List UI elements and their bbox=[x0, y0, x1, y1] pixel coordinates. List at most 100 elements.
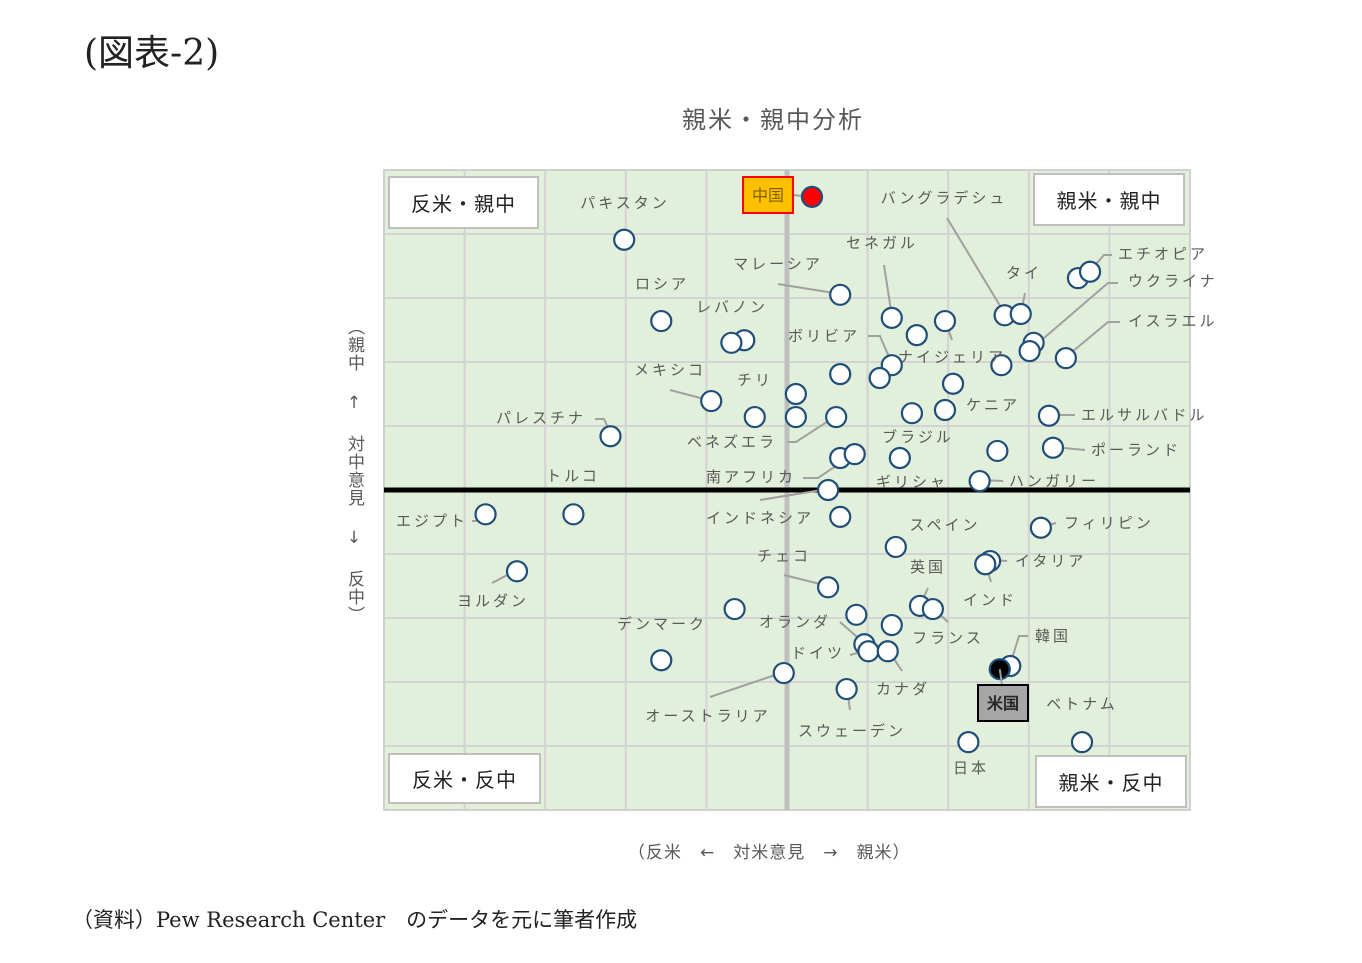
point-label: エルサルバドル bbox=[1081, 406, 1207, 424]
data-point bbox=[613, 228, 636, 251]
data-point bbox=[817, 576, 840, 599]
data-point bbox=[784, 405, 807, 429]
point-label: スペイン bbox=[910, 516, 981, 534]
point-label: エチオピア bbox=[1118, 245, 1208, 263]
point-label: インド bbox=[963, 591, 1017, 609]
point-label: 日本 bbox=[953, 759, 989, 777]
leader-line bbox=[1065, 321, 1120, 358]
data-point bbox=[933, 309, 957, 333]
data-point bbox=[884, 535, 907, 559]
point-label-usa: 米国 bbox=[987, 694, 1019, 713]
point-label: メキシコ bbox=[634, 361, 706, 379]
point-label-china: 中国 bbox=[752, 186, 784, 205]
data-point bbox=[974, 553, 997, 576]
point-label: トルコ bbox=[546, 467, 600, 485]
leader-line bbox=[759, 488, 829, 501]
data-point bbox=[474, 503, 497, 526]
point-label: イスラエル bbox=[1128, 312, 1218, 330]
data-point bbox=[986, 439, 1009, 463]
point-label: ブラジル bbox=[882, 428, 954, 446]
data-point bbox=[505, 560, 529, 583]
data-point bbox=[700, 389, 723, 413]
chart-title: 親米・親中分析 bbox=[682, 106, 864, 134]
leader-line bbox=[1029, 282, 1118, 351]
point-label: カナダ bbox=[876, 680, 930, 698]
data-point bbox=[1018, 340, 1041, 363]
y-axis-label: （親中 ↑ 対中意見 ↓ 反中） bbox=[344, 318, 364, 624]
data-point bbox=[843, 443, 866, 466]
data-point bbox=[817, 478, 840, 502]
data-point bbox=[800, 185, 824, 208]
usa-label-box bbox=[977, 684, 1029, 722]
data-point bbox=[921, 597, 944, 621]
china-label-box bbox=[742, 176, 794, 214]
quadrant-label-bottom-left: 反米・反中 bbox=[388, 753, 541, 804]
leader-line bbox=[788, 415, 837, 443]
point-label: セネガル bbox=[846, 234, 918, 252]
data-point bbox=[933, 398, 957, 422]
point-label: ヨルダン bbox=[457, 592, 529, 610]
data-point bbox=[888, 446, 911, 470]
point-label: ベトナム bbox=[1046, 695, 1118, 713]
data-point bbox=[968, 469, 991, 493]
figure-label: (図表-2) bbox=[84, 33, 220, 74]
point-label: ケニア bbox=[966, 396, 1020, 414]
data-point bbox=[784, 382, 807, 406]
data-point bbox=[743, 405, 766, 429]
data-point bbox=[1054, 347, 1077, 370]
data-point bbox=[876, 640, 899, 663]
data-point bbox=[905, 324, 928, 347]
point-label: 英国 bbox=[910, 558, 946, 576]
point-label: エジプト bbox=[396, 512, 468, 530]
data-point bbox=[1041, 436, 1065, 459]
data-point bbox=[868, 366, 891, 390]
data-point bbox=[1078, 260, 1102, 283]
point-label: スウェーデン bbox=[798, 722, 906, 740]
data-point bbox=[1029, 516, 1052, 539]
data-point bbox=[650, 649, 673, 672]
data-point bbox=[880, 613, 903, 637]
leader-line bbox=[998, 669, 1003, 686]
point-label: フィリピン bbox=[1064, 514, 1154, 532]
data-point bbox=[720, 331, 743, 354]
leader-line bbox=[946, 217, 1006, 315]
point-label: タイ bbox=[1006, 264, 1042, 282]
point-label: イタリア bbox=[1015, 552, 1086, 570]
point-label: ハンガリー bbox=[1009, 472, 1099, 490]
quadrant-label-top-left: 反米・親中 bbox=[388, 176, 539, 229]
data-point bbox=[857, 640, 880, 663]
source-note: （資料）Pew Research Center のデータを元に筆者作成 bbox=[72, 908, 638, 932]
data-point bbox=[1037, 404, 1061, 427]
point-label: マレーシア bbox=[733, 255, 823, 273]
point-label: バングラデシュ bbox=[881, 189, 1008, 207]
quadrant-label-top-right: 親米・親中 bbox=[1033, 173, 1185, 226]
point-label: ギリシャ bbox=[876, 473, 948, 491]
point-label: 韓国 bbox=[1035, 627, 1071, 645]
point-label: デンマーク bbox=[617, 615, 707, 633]
x-axis-label: （反米 ← 対米意見 → 親米） bbox=[628, 843, 911, 863]
data-point bbox=[835, 677, 858, 701]
point-label: ウクライナ bbox=[1128, 272, 1218, 290]
point-label: 南アフリカ bbox=[706, 468, 796, 486]
data-point bbox=[825, 405, 848, 429]
point-label: オーストラリア bbox=[645, 707, 770, 725]
data-point bbox=[562, 503, 585, 526]
point-label: フランス bbox=[912, 629, 984, 647]
data-point bbox=[880, 306, 903, 329]
data-point bbox=[941, 372, 965, 395]
data-point bbox=[1070, 731, 1094, 754]
point-label: ナイジェリア bbox=[898, 348, 1006, 366]
point-label: パレスチナ bbox=[496, 409, 586, 427]
data-point bbox=[957, 731, 980, 754]
point-label: チェコ bbox=[757, 547, 811, 565]
data-point bbox=[829, 283, 852, 306]
data-point bbox=[829, 505, 852, 528]
data-point bbox=[599, 425, 622, 448]
point-label: ベネズエラ bbox=[687, 433, 777, 451]
leader-line bbox=[709, 671, 785, 698]
data-point bbox=[772, 661, 795, 685]
data-point bbox=[990, 354, 1013, 377]
data-point bbox=[829, 363, 852, 386]
leader-line bbox=[868, 335, 893, 365]
